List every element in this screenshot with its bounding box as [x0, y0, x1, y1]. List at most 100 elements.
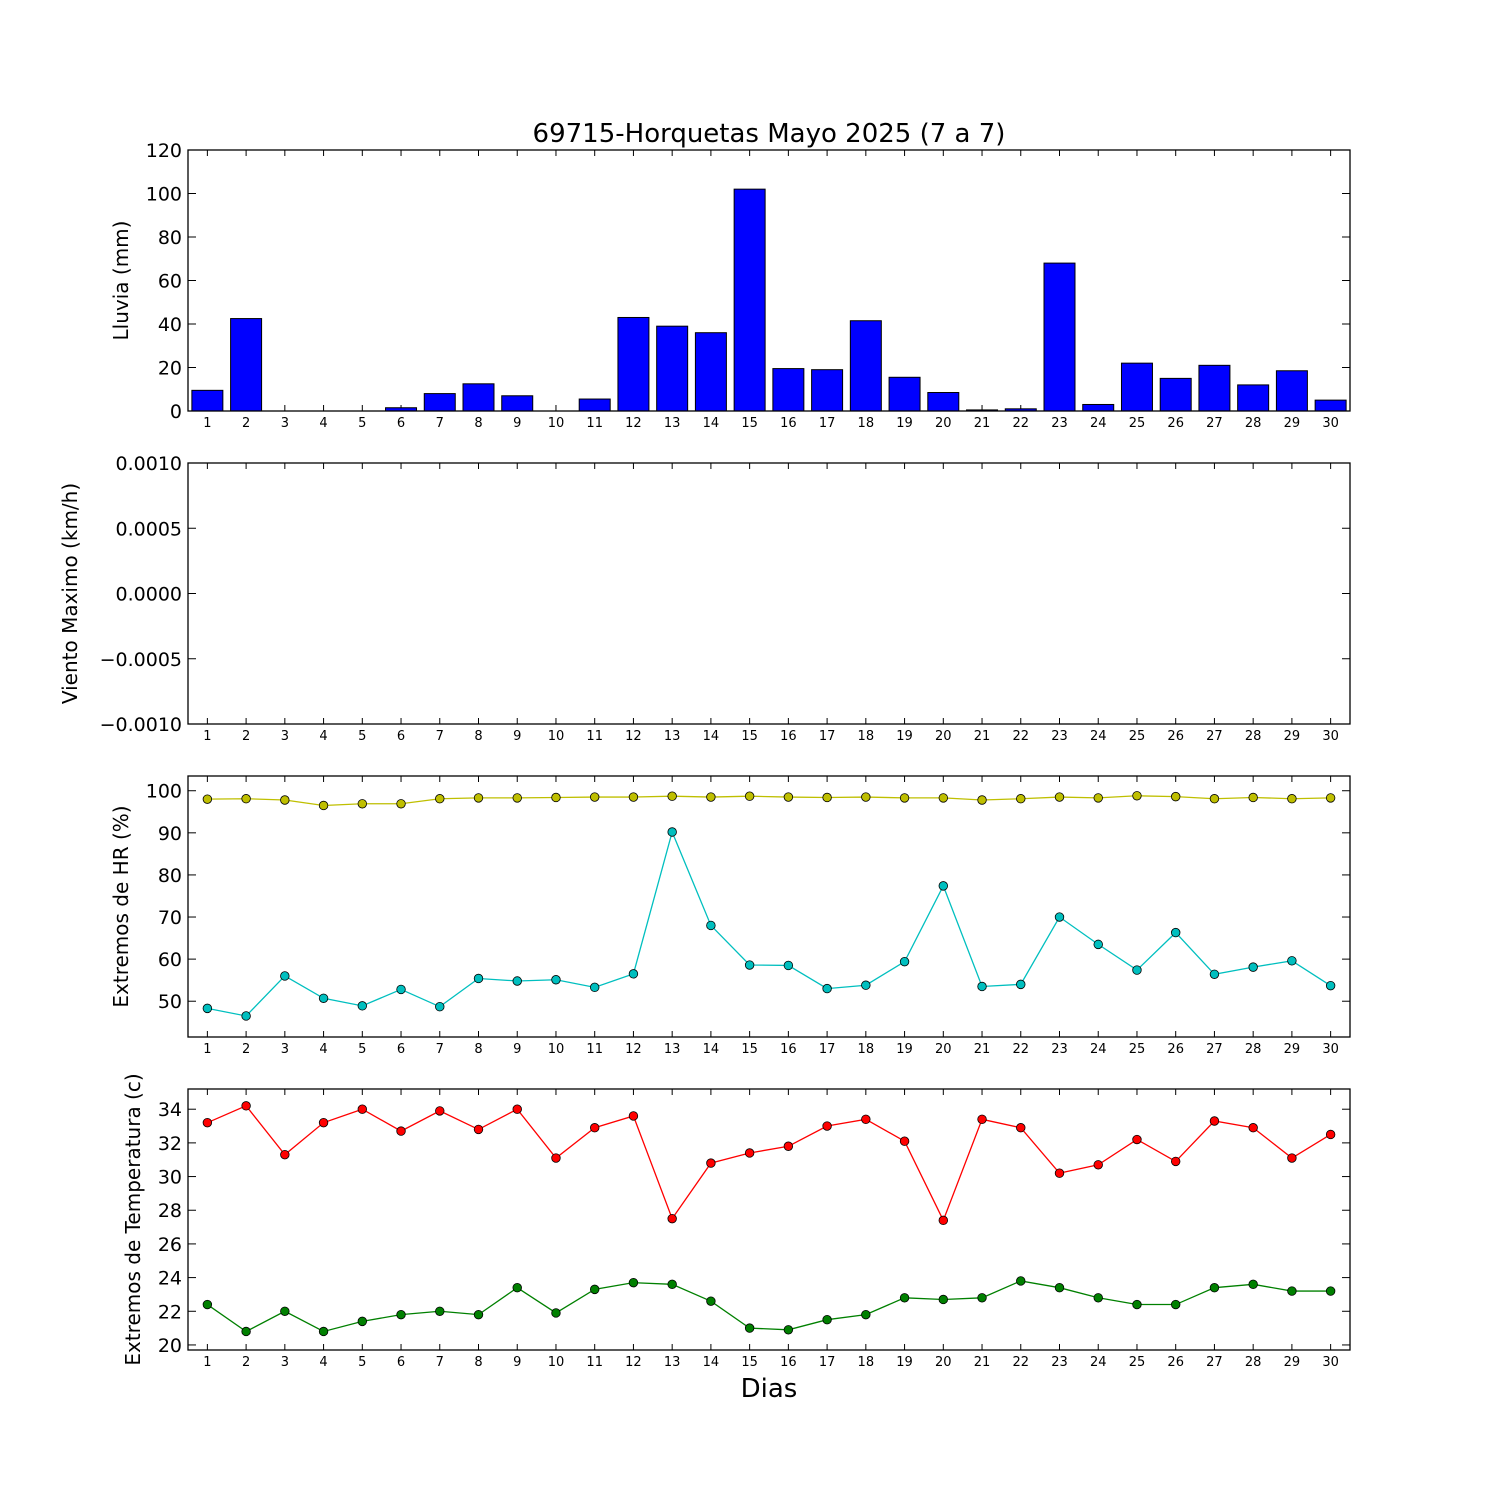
- x-tick-label: 25: [1129, 1355, 1146, 1370]
- data-point: [1093, 939, 1103, 950]
- x-tick-label: 15: [741, 729, 758, 744]
- x-tick-label: 10: [548, 1042, 565, 1057]
- x-tick-label: 30: [1322, 1355, 1339, 1370]
- y-tick-label: 0.0005: [116, 518, 182, 540]
- data-point: [822, 983, 832, 994]
- x-tick-label: 25: [1129, 1042, 1146, 1057]
- x-tick-label: 14: [703, 729, 720, 744]
- x-tick-label: 21: [974, 729, 991, 744]
- x-tick-label: 20: [935, 1355, 952, 1370]
- x-tick-label: 7: [436, 1042, 444, 1057]
- data-point: [1016, 1276, 1026, 1286]
- chart-title: 69715-Horquetas Mayo 2025 (7 a 7): [533, 119, 1006, 149]
- x-tick-label: 7: [436, 416, 444, 431]
- data-point: [1170, 1299, 1181, 1310]
- x-tick-label: 12: [625, 729, 642, 744]
- x-tick-label: 16: [780, 1355, 797, 1370]
- data-point: [357, 799, 368, 809]
- x-tick-label: 9: [513, 416, 521, 431]
- x-tick-label: 4: [319, 1042, 327, 1057]
- data-point: [396, 1309, 406, 1320]
- x-tick-label: 12: [625, 1042, 642, 1057]
- data-point: [1054, 1282, 1065, 1293]
- x-tick-label: 26: [1167, 1355, 1184, 1370]
- x-tick-label: 1: [203, 1042, 211, 1057]
- data-point: [628, 969, 639, 979]
- data-point: [861, 1309, 871, 1320]
- x-tick-label: 14: [703, 1355, 720, 1370]
- y-tick-label: 34: [158, 1099, 182, 1121]
- series-line: [207, 1105, 1331, 1222]
- x-tick-label: 4: [319, 416, 327, 431]
- data-point: [1016, 979, 1026, 990]
- y-tick-label: 20: [158, 358, 182, 380]
- x-tick-label: 19: [896, 729, 913, 744]
- y-tick-label: 24: [158, 1268, 182, 1290]
- x-tick-label: 24: [1090, 1042, 1107, 1057]
- data-point: [628, 792, 639, 802]
- rain-bar: [1314, 399, 1347, 412]
- data-point: [744, 960, 755, 970]
- x-tick-label: 11: [586, 1355, 603, 1370]
- y-axis-label: Viento Maximo (km/h): [58, 483, 82, 704]
- data-point: [706, 1158, 716, 1168]
- y-tick-label: −0.0010: [100, 714, 182, 736]
- rain-bar: [1237, 384, 1270, 412]
- data-point: [899, 1136, 910, 1146]
- rain-bar: [656, 325, 689, 412]
- data-point: [1093, 793, 1103, 803]
- rain-bar: [772, 368, 805, 412]
- x-tick-label: 2: [242, 416, 250, 431]
- rain-bar: [1082, 403, 1115, 412]
- data-point: [551, 1308, 561, 1318]
- x-tick-label: 5: [358, 729, 366, 744]
- data-point: [706, 792, 716, 802]
- rain-bar: [230, 318, 263, 412]
- data-point: [822, 792, 832, 803]
- data-point: [280, 971, 290, 981]
- x-tick-label: 26: [1167, 1042, 1184, 1057]
- x-tick-label: 9: [513, 729, 521, 744]
- x-tick-label: 15: [741, 1042, 758, 1057]
- x-tick-label: 6: [397, 729, 405, 744]
- x-tick-label: 14: [703, 416, 720, 431]
- data-point: [318, 800, 329, 811]
- x-tick-label: 27: [1206, 729, 1223, 744]
- x-tick-label: 5: [358, 416, 366, 431]
- x-tick-label: 1: [203, 1355, 211, 1370]
- rain-bar: [578, 398, 611, 412]
- data-point: [1132, 791, 1142, 801]
- series-line: [206, 1280, 1331, 1333]
- rain-bar: [1198, 364, 1231, 412]
- data-point: [822, 1314, 832, 1325]
- data-point: [783, 792, 794, 802]
- x-tick-label: 2: [242, 1355, 250, 1370]
- data-point: [318, 1326, 329, 1337]
- data-point: [1016, 794, 1026, 804]
- x-tick-label: 29: [1284, 1042, 1301, 1057]
- y-tick-label: 20: [158, 1335, 182, 1357]
- data-point: [938, 1215, 949, 1226]
- data-point: [667, 1213, 677, 1224]
- x-tick-label: 10: [548, 416, 565, 431]
- x-tick-label: 1: [203, 729, 211, 744]
- x-tick-label: 6: [397, 1042, 405, 1057]
- data-point: [590, 1284, 600, 1295]
- x-tick-label: 20: [935, 416, 952, 431]
- data-point: [1170, 1156, 1181, 1167]
- x-tick-label: 6: [397, 416, 405, 431]
- x-tick-label: 9: [513, 1355, 521, 1370]
- data-point: [241, 1326, 251, 1337]
- x-tick-label: 28: [1245, 729, 1262, 744]
- data-point: [706, 1296, 716, 1306]
- data-point: [744, 1323, 755, 1333]
- x-tick-label: 11: [586, 729, 603, 744]
- data-point: [899, 793, 910, 803]
- data-point: [1248, 962, 1258, 972]
- data-point: [512, 1282, 522, 1293]
- x-tick-label: 11: [586, 1042, 603, 1057]
- plot-frame: [187, 462, 1351, 725]
- plot-frame: [187, 775, 1351, 1038]
